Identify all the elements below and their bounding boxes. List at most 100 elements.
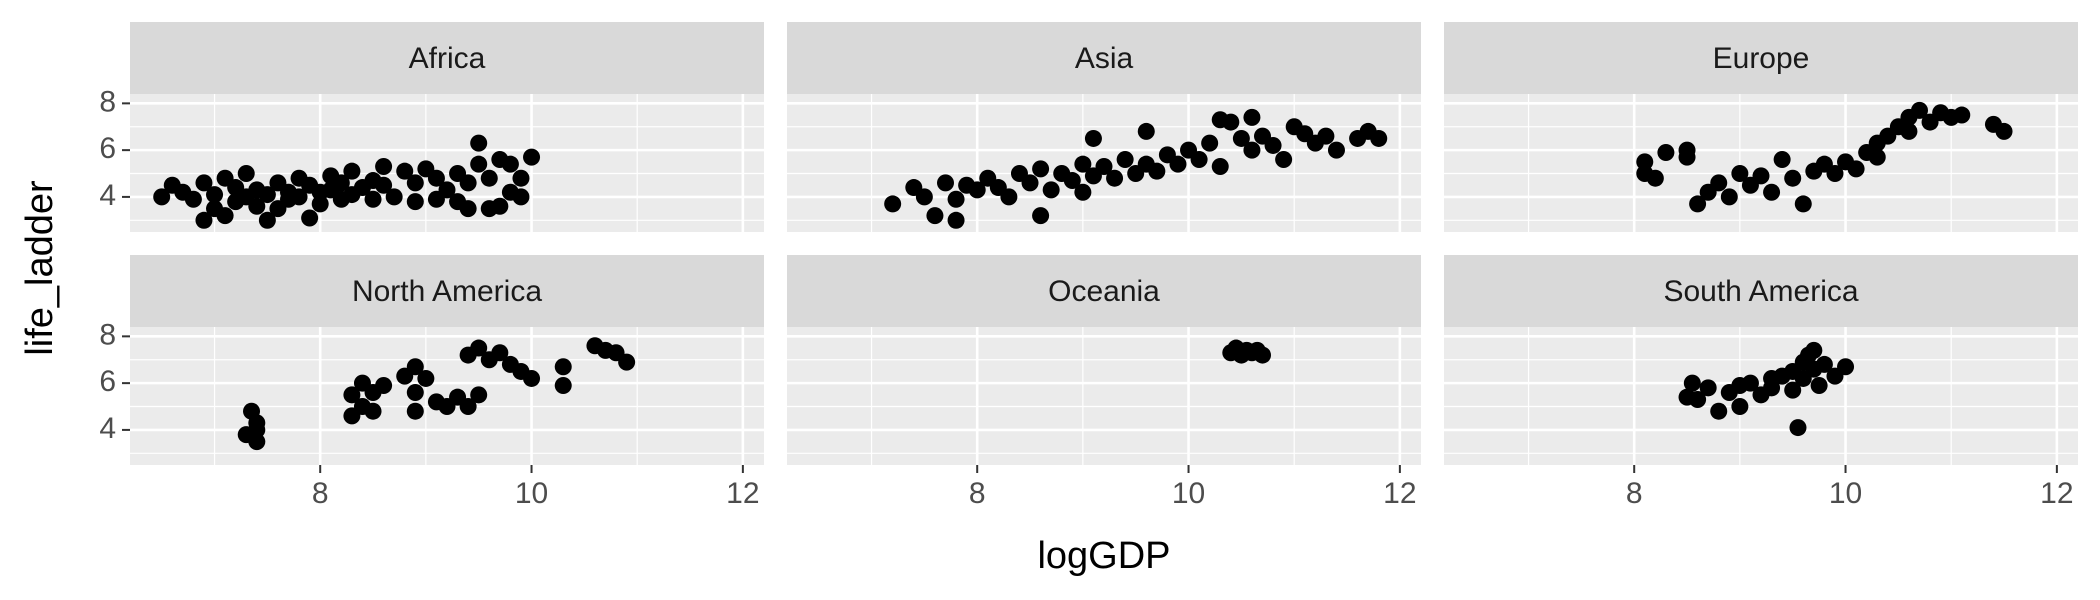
scatter-point: [1021, 174, 1039, 192]
scatter-point: [1000, 188, 1018, 206]
scatter-point: [1275, 150, 1293, 168]
scatter-point: [248, 197, 266, 215]
scatter-point: [258, 211, 276, 229]
scatter-point: [512, 169, 530, 187]
x-tick-label: 12: [2040, 477, 2073, 510]
scatter-point: [1911, 101, 1928, 119]
scatter-point: [926, 207, 944, 225]
facet-strip: [787, 255, 1421, 327]
scatter-point: [884, 195, 902, 213]
facet-south-america: South America 8 10 12: [1444, 255, 2078, 510]
scatter-point: [1710, 402, 1728, 420]
scatter-point: [1243, 108, 1261, 126]
facet-title: North America: [352, 275, 542, 308]
scatter-point: [396, 162, 414, 180]
scatter-point: [153, 188, 171, 206]
scatter-point: [417, 369, 435, 387]
scatter-point: [364, 402, 382, 420]
scatter-point: [1710, 174, 1728, 192]
x-tick-label: 12: [1383, 477, 1416, 510]
x-tick-label: 12: [726, 477, 759, 510]
scatter-point: [554, 358, 572, 376]
facet-strip: [1444, 22, 2078, 94]
scatter-point: [1773, 150, 1791, 168]
scatter-point: [1689, 391, 1707, 409]
scatter-point: [237, 165, 255, 183]
facet-strip: [1444, 255, 2078, 327]
scatter-point: [1657, 143, 1675, 161]
scatter-point: [375, 158, 393, 176]
scatter-point: [1752, 167, 1770, 185]
scatter-point: [1095, 158, 1113, 176]
scatter-point: [1222, 113, 1240, 131]
facet-title: Oceania: [1048, 275, 1160, 308]
scatter-point: [1264, 136, 1282, 154]
scatter-points: [1222, 339, 1271, 364]
scatter-point: [1826, 165, 1844, 183]
scatter-point: [937, 174, 954, 192]
scatter-point: [1636, 153, 1654, 171]
scatter-point: [523, 148, 541, 166]
scatter-point: [311, 195, 329, 213]
scatter-point: [385, 188, 403, 206]
scatter-point: [1847, 160, 1865, 178]
scatter-point: [947, 190, 965, 208]
scatter-point: [258, 186, 276, 204]
scatter-points: [1636, 101, 2013, 213]
scatter-points: [153, 134, 541, 229]
scatter-point: [1731, 398, 1749, 416]
scatter-point: [364, 190, 382, 208]
scatter-point: [406, 174, 424, 192]
scatter-point: [301, 209, 319, 227]
scatter-point: [332, 174, 350, 192]
y-tick-label: 8: [99, 85, 116, 118]
scatter-point: [1042, 181, 1060, 199]
scatter-point: [491, 197, 509, 215]
scatter-point: [1763, 379, 1781, 397]
scatter-point: [438, 181, 456, 199]
scatter-point: [1763, 183, 1781, 201]
y-tick-label: 8: [99, 318, 116, 351]
facet-strip: [130, 255, 764, 327]
scatter-points: [884, 108, 1388, 229]
x-tick-label: 10: [1829, 477, 1862, 510]
scatter-point: [1063, 172, 1081, 190]
facet-europe: Europe: [1444, 22, 2078, 232]
scatter-point: [1646, 169, 1664, 187]
scatter-point: [184, 190, 202, 208]
scatter-point: [554, 376, 572, 394]
y-tick-label: 4: [99, 412, 116, 445]
x-tick-label: 10: [1172, 477, 1205, 510]
scatter-point: [1201, 134, 1219, 152]
scatter-point: [1900, 122, 1918, 140]
scatter-point: [406, 383, 424, 401]
scatter-point: [915, 188, 933, 206]
scatter-point: [343, 162, 361, 180]
scatter-point: [248, 433, 266, 451]
scatter-point: [343, 386, 361, 404]
scatter-point: [1731, 165, 1749, 183]
scatter-point: [1789, 419, 1807, 437]
scatter-point: [195, 211, 213, 229]
scatter-point: [1243, 141, 1261, 159]
scatter-point: [470, 386, 488, 404]
scatter-point: [1689, 195, 1707, 213]
y-axis-title: life_ladder: [19, 180, 61, 356]
scatter-point: [1810, 376, 1828, 394]
scatter-point: [375, 376, 393, 394]
scatter-points: [237, 337, 636, 451]
scatter-point: [947, 211, 965, 229]
scatter-point: [1741, 374, 1759, 392]
scatter-point: [459, 174, 477, 192]
scatter-point: [470, 155, 488, 173]
scatter-point: [470, 134, 488, 152]
scatter-point: [1837, 358, 1855, 376]
facet-title: Asia: [1075, 42, 1134, 75]
scatter-point: [618, 353, 636, 371]
scatter-point: [375, 176, 393, 194]
scatter-point: [1169, 155, 1187, 173]
scatter-point: [523, 369, 541, 387]
scatter-point: [1784, 381, 1802, 399]
scatter-point: [1868, 148, 1886, 166]
scatter-point: [1699, 379, 1717, 397]
